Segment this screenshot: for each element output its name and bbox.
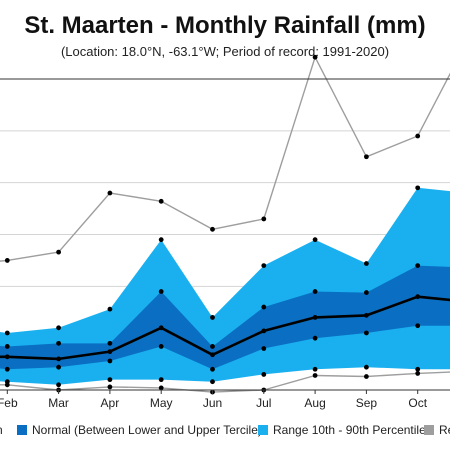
axes-layer: Feb Mar Apr May Jun Jul Aug Sep Oct xyxy=(0,78,450,410)
record-high-point-aug xyxy=(312,54,318,60)
upper-tercile-point-feb xyxy=(4,344,10,349)
lower-tercile-point-sep xyxy=(364,330,369,336)
plot-frame xyxy=(0,78,450,391)
p10-point-jun xyxy=(210,379,215,385)
record-high-point-may xyxy=(158,198,164,204)
legend-item-record: Re xyxy=(424,419,450,441)
median-point-aug xyxy=(312,315,318,320)
legend-normal-label: Normal (Between Lower and Upper Tercile) xyxy=(32,423,262,437)
p10-point-mar xyxy=(56,382,61,388)
p90-point-jun xyxy=(210,315,215,320)
upper-tercile-point-may xyxy=(158,289,164,294)
p10-point-oct xyxy=(415,366,421,372)
record-low-line xyxy=(0,371,450,393)
record-high-point-jun xyxy=(210,226,215,232)
upper-tercile-point-aug xyxy=(312,289,318,294)
legend-record-swatch xyxy=(424,425,434,435)
lines-layer xyxy=(0,56,450,393)
lower-tercile-point-feb xyxy=(4,366,10,372)
normal-band xyxy=(0,265,450,370)
record-high-line xyxy=(0,56,450,262)
p90-point-sep xyxy=(364,261,369,266)
legend-item-range: Range 10th - 90th Percentile xyxy=(258,419,426,441)
record-high-point-oct xyxy=(415,133,421,139)
lower-tercile-point-mar xyxy=(56,364,61,370)
record-low-point-oct xyxy=(415,371,421,376)
record-high-point-sep xyxy=(364,154,369,160)
median-point-jul xyxy=(261,328,267,334)
lower-tercile-point-may xyxy=(158,344,164,349)
legend-median-label: n xyxy=(0,423,3,437)
median-point-may xyxy=(158,325,164,331)
p90-point-feb xyxy=(4,330,10,336)
legend-range-label: Range 10th - 90th Percentile xyxy=(273,423,426,437)
p10-point-apr xyxy=(107,377,113,383)
median-point-sep xyxy=(364,312,369,318)
record-low-point-apr xyxy=(107,384,113,390)
lower-tercile-point-apr xyxy=(107,358,113,364)
chart-title: St. Maarten - Monthly Rainfall (mm) xyxy=(24,12,426,39)
lower-tercile-point-jun xyxy=(210,366,215,372)
lower-tercile-point-oct xyxy=(415,323,421,329)
median-point-jun xyxy=(210,352,215,358)
legend-range-swatch xyxy=(258,425,268,435)
p90-point-may xyxy=(158,237,164,243)
legend-item-median: n xyxy=(0,419,3,441)
record-low-point-sep xyxy=(364,374,369,379)
median-line xyxy=(0,295,450,361)
p90-point-mar xyxy=(56,325,61,331)
legend-record-label: Re xyxy=(439,423,450,437)
record-high-point-feb xyxy=(4,258,10,263)
upper-tercile-point-mar xyxy=(56,340,61,346)
record-high-point-jul xyxy=(261,216,267,222)
p10-point-sep xyxy=(364,364,369,370)
record-high-point-apr xyxy=(107,190,113,196)
upper-tercile-point-apr xyxy=(107,340,113,346)
p10-point-jul xyxy=(261,372,267,377)
upper-tercile-point-oct xyxy=(415,263,421,268)
p10-point-may xyxy=(158,377,164,383)
median-point-mar xyxy=(56,356,61,362)
x-tick-label-may: May xyxy=(150,396,173,410)
p90-point-jul xyxy=(261,263,267,268)
points-layer xyxy=(4,54,421,395)
upper-tercile-point-sep xyxy=(364,290,369,295)
median-point-feb xyxy=(4,354,10,360)
lower-tercile-point-aug xyxy=(312,335,318,341)
legend-item-normal: Normal (Between Lower and Upper Tercile) xyxy=(17,419,262,441)
p90-point-oct xyxy=(415,185,421,191)
record-low-point-may xyxy=(158,385,164,391)
upper-tercile-point-jul xyxy=(261,304,267,310)
legend-normal-swatch xyxy=(17,425,27,435)
x-tick-label-oct: Oct xyxy=(408,396,427,410)
p90-point-apr xyxy=(107,306,113,312)
x-tick-label-mar: Mar xyxy=(48,396,69,410)
upper-tercile-point-jun xyxy=(210,344,215,349)
p10-point-aug xyxy=(312,366,318,372)
median-point-oct xyxy=(415,294,421,300)
record-low-point-aug xyxy=(312,373,318,378)
x-tick-label-sep: Sep xyxy=(356,396,378,410)
x-tick-label-feb: Feb xyxy=(0,396,18,410)
median-point-apr xyxy=(107,349,113,355)
bands-layer xyxy=(0,187,450,385)
x-tick-label-jun: Jun xyxy=(203,396,222,410)
chart-subtitle: (Location: 18.0°N, -63.1°W; Period of re… xyxy=(60,44,390,59)
record-high-point-mar xyxy=(56,249,61,255)
x-tick-label-apr: Apr xyxy=(101,396,120,410)
x-tick-label-jul: Jul xyxy=(256,396,271,410)
p10-point-feb xyxy=(4,379,10,385)
lower-tercile-point-jul xyxy=(261,346,267,351)
p90-point-aug xyxy=(312,237,318,243)
x-tick-label-aug: Aug xyxy=(304,396,325,410)
